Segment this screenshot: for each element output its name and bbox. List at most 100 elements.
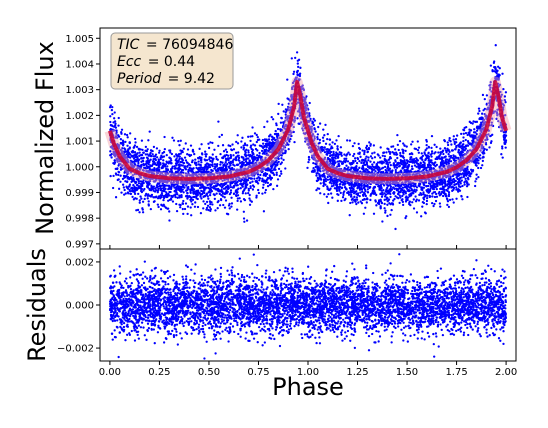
data-point bbox=[423, 187, 425, 189]
data-point bbox=[141, 140, 143, 142]
data-point bbox=[114, 162, 116, 164]
data-point bbox=[342, 196, 344, 198]
data-point bbox=[208, 147, 210, 149]
data-point bbox=[160, 208, 162, 210]
data-point bbox=[163, 136, 165, 138]
data-point bbox=[375, 165, 377, 167]
data-point bbox=[181, 158, 183, 160]
data-point bbox=[194, 158, 196, 160]
data-point bbox=[277, 178, 279, 180]
data-point bbox=[188, 169, 190, 171]
data-point bbox=[322, 185, 324, 187]
data-point bbox=[420, 215, 422, 217]
data-point bbox=[119, 181, 121, 183]
data-point bbox=[505, 135, 507, 137]
data-point bbox=[195, 197, 197, 199]
data-point bbox=[242, 192, 244, 194]
data-point bbox=[271, 165, 273, 167]
data-point bbox=[353, 196, 355, 198]
data-point bbox=[502, 156, 504, 158]
data-point bbox=[424, 159, 426, 161]
data-point bbox=[162, 199, 164, 201]
data-point bbox=[292, 73, 294, 75]
data-point bbox=[206, 201, 208, 203]
data-point bbox=[230, 189, 232, 191]
data-point bbox=[337, 200, 339, 202]
data-point bbox=[427, 152, 429, 154]
data-point bbox=[242, 158, 244, 160]
data-point bbox=[402, 152, 404, 154]
data-point bbox=[484, 98, 486, 100]
data-point bbox=[212, 158, 214, 160]
data-point bbox=[339, 183, 341, 185]
data-point bbox=[443, 189, 445, 191]
data-point bbox=[204, 186, 206, 188]
data-point bbox=[460, 195, 462, 197]
data-point bbox=[378, 154, 380, 156]
data-point bbox=[207, 205, 209, 207]
data-point bbox=[281, 154, 283, 156]
data-point bbox=[190, 206, 192, 208]
data-point bbox=[356, 162, 358, 164]
data-point bbox=[287, 144, 289, 146]
data-point bbox=[493, 62, 495, 64]
data-point bbox=[463, 133, 465, 135]
data-point bbox=[435, 193, 437, 195]
data-point bbox=[281, 104, 283, 106]
data-point bbox=[150, 208, 152, 210]
data-point bbox=[195, 167, 197, 169]
data-point bbox=[329, 178, 331, 180]
data-point bbox=[360, 187, 362, 189]
data-point bbox=[193, 153, 195, 155]
data-point bbox=[393, 163, 395, 165]
data-point bbox=[264, 153, 266, 155]
data-point bbox=[479, 157, 481, 159]
data-point bbox=[495, 44, 497, 46]
data-point bbox=[440, 187, 442, 189]
data-point bbox=[486, 94, 488, 96]
data-point bbox=[479, 124, 481, 126]
data-point bbox=[121, 129, 123, 131]
data-point bbox=[380, 200, 382, 202]
data-point bbox=[149, 195, 151, 197]
data-point bbox=[442, 149, 444, 151]
data-point bbox=[431, 186, 433, 188]
data-point bbox=[379, 185, 381, 187]
data-point bbox=[480, 167, 482, 169]
data-point bbox=[237, 151, 239, 153]
data-point bbox=[430, 159, 432, 161]
data-point bbox=[205, 155, 207, 157]
data-point bbox=[409, 158, 411, 160]
data-point bbox=[398, 165, 400, 167]
data-point bbox=[367, 156, 369, 158]
data-point bbox=[176, 185, 178, 187]
data-point bbox=[221, 157, 223, 159]
data-point bbox=[265, 189, 267, 191]
data-point bbox=[179, 206, 181, 208]
data-point bbox=[325, 148, 327, 150]
data-point bbox=[136, 156, 138, 158]
data-point bbox=[324, 124, 326, 126]
data-point bbox=[240, 182, 242, 184]
data-point bbox=[237, 134, 239, 136]
data-point bbox=[325, 180, 327, 182]
data-point bbox=[239, 180, 241, 182]
data-point bbox=[462, 143, 464, 145]
data-point bbox=[500, 153, 502, 155]
data-point bbox=[349, 202, 351, 204]
data-point bbox=[455, 183, 457, 185]
data-point bbox=[111, 106, 113, 108]
data-point bbox=[213, 193, 215, 195]
data-point bbox=[461, 198, 463, 200]
data-point bbox=[225, 149, 227, 151]
data-point bbox=[190, 144, 192, 146]
data-point bbox=[131, 187, 133, 189]
data-point bbox=[394, 148, 396, 150]
data-point bbox=[263, 210, 265, 212]
data-point bbox=[298, 59, 300, 61]
data-point bbox=[409, 201, 411, 203]
data-point bbox=[389, 214, 391, 216]
data-point bbox=[345, 160, 347, 162]
data-point bbox=[257, 189, 259, 191]
data-point bbox=[280, 173, 282, 175]
